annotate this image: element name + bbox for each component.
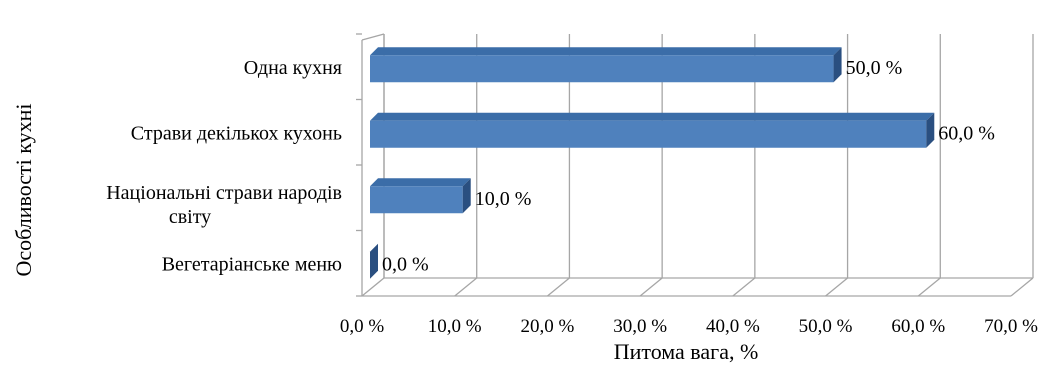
x-tick-label: 50,0 %: [799, 316, 853, 337]
x-tick-label: 60,0 %: [891, 316, 945, 337]
data-label: 50,0 %: [846, 57, 903, 79]
y-axis-title: Особливості кухні: [11, 103, 36, 276]
category-label: Страви декількох кухонь: [131, 122, 342, 144]
x-tick-label: 0,0 %: [340, 316, 385, 337]
bar: [370, 120, 927, 148]
bars: [370, 47, 935, 279]
category-label: світу: [169, 206, 211, 228]
gridline-floor: [1010, 277, 1034, 297]
data-label: 10,0 %: [475, 188, 532, 210]
bar-side-face: [370, 243, 378, 279]
bar-top-face: [370, 47, 842, 56]
bar-side-face: [462, 178, 471, 214]
category-label: Одна кухня: [244, 57, 342, 79]
labels: 0,0 % 10,0 % 20,0 % 30,0 % 40,0 % 50,0 % 60,0 …: [106, 57, 1038, 337]
x-tick-label: 10,0 %: [428, 316, 482, 337]
data-label: 60,0 %: [938, 122, 995, 144]
x-tick-label: 70,0 %: [984, 316, 1038, 337]
bar: [370, 186, 463, 214]
bar-side-face: [833, 47, 842, 83]
data-label: 0,0 %: [382, 253, 429, 275]
gridline-floor: [639, 277, 663, 297]
x-axis-title: Питома вага, %: [614, 339, 759, 364]
gridline-floor: [454, 277, 478, 297]
category-label: Національні страви народів: [106, 182, 342, 204]
bar: [370, 55, 834, 83]
bar-side-face: [926, 112, 935, 148]
bar-top-face: [370, 178, 471, 187]
x-tick-label: 40,0 %: [706, 316, 760, 337]
category-label: Вегетаріанське меню: [162, 253, 342, 275]
gridline-floor: [547, 277, 570, 297]
gridline-floor: [361, 277, 385, 297]
x-tick-label: 30,0 %: [613, 316, 667, 337]
gridline-floor: [732, 277, 756, 297]
bar-top-face: [370, 112, 935, 121]
grid: [356, 33, 1034, 297]
side-wall-top: [361, 33, 385, 41]
gridline-floor: [825, 277, 848, 297]
gridline-floor: [917, 277, 941, 297]
x-tick-label: 20,0 %: [521, 316, 575, 337]
